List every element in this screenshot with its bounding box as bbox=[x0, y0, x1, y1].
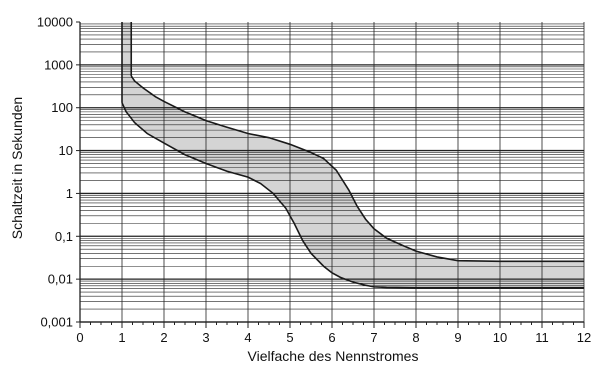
x-tick-label: 12 bbox=[577, 330, 591, 345]
y-tick-label: 0,01 bbox=[48, 272, 73, 287]
x-tick-label: 10 bbox=[493, 330, 507, 345]
x-tick-label: 4 bbox=[244, 330, 251, 345]
x-tick-label: 8 bbox=[412, 330, 419, 345]
x-tick-label: 3 bbox=[202, 330, 209, 345]
y-tick-label: 0,1 bbox=[55, 229, 73, 244]
tick-labels: 0 1 2 3 4 5 6 7 8 9 10 11 120,0010,010,1110100100010… bbox=[37, 15, 591, 346]
y-tick-label: 10000 bbox=[37, 15, 73, 30]
x-tick-label: 9 bbox=[454, 330, 461, 345]
x-tick-label: 7 bbox=[370, 330, 377, 345]
upper-curve bbox=[130, 75, 584, 263]
x-tick-label: 5 bbox=[286, 330, 293, 345]
x-tick-label: 6 bbox=[328, 330, 335, 345]
lower-curve bbox=[121, 102, 584, 289]
y-tick-label: 100 bbox=[51, 100, 73, 115]
y-axis-title: Schaltzeit in Sekunden bbox=[9, 97, 25, 239]
grid bbox=[80, 22, 585, 323]
x-axis-title: Vielfache des Nennstromes bbox=[248, 348, 419, 364]
x-tick-label: 2 bbox=[160, 330, 167, 345]
y-tick-label: 10 bbox=[59, 143, 73, 158]
x-tick-label: 1 bbox=[118, 330, 125, 345]
x-tick-label: 11 bbox=[535, 330, 549, 345]
y-tick-label: 0,001 bbox=[40, 315, 73, 330]
x-tick-label: 0 bbox=[76, 330, 83, 345]
axes bbox=[76, 21, 585, 328]
y-tick-label: 1 bbox=[66, 186, 73, 201]
curves bbox=[121, 22, 584, 289]
y-tick-label: 1000 bbox=[44, 57, 73, 72]
